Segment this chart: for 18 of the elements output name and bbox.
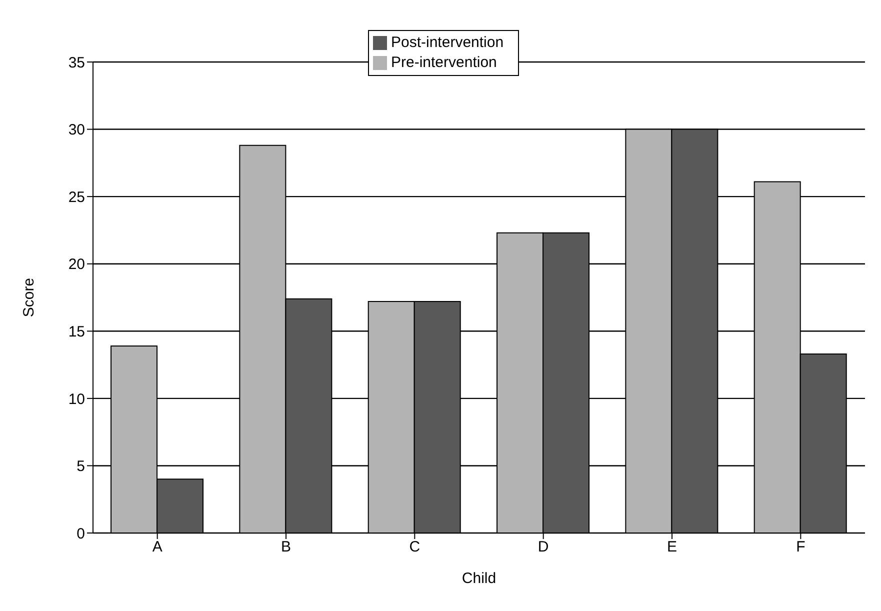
legend-label: Pre-intervention [391, 54, 497, 71]
x-tick-label: E [666, 538, 678, 556]
x-tick-label: B [280, 538, 292, 556]
y-tick-label: 25 [68, 188, 85, 206]
legend-label: Post-intervention [391, 34, 504, 51]
y-tick-label: 5 [76, 458, 85, 476]
x-axis-title: Child [462, 570, 496, 587]
y-tick-label: 15 [68, 323, 85, 340]
y-tick-label: 30 [68, 122, 85, 139]
y-axis-title: Score [20, 278, 38, 318]
y-tick-label: 10 [68, 390, 85, 408]
x-tick-label: F [796, 538, 806, 556]
x-tick-label: D [538, 538, 549, 556]
y-tick-label: 20 [68, 256, 85, 274]
y-tick-label: 35 [68, 54, 85, 72]
x-tick-label: A [152, 538, 162, 556]
x-tick-label: C [409, 538, 420, 556]
y-tick-label: 0 [76, 525, 85, 542]
